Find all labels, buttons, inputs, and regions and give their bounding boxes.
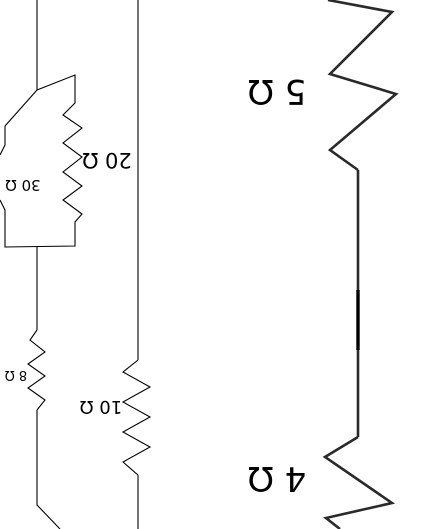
resistor-20-label: 20 Ω	[82, 148, 131, 172]
resistor-8-label: 8 Ω	[5, 367, 27, 382]
wire-left-bottom	[36, 410, 61, 529]
wire-parallel-left	[0, 126, 6, 156]
resistor-8-zigzag	[27, 329, 46, 411]
left-network: 20 Ω 30 Ω 8 Ω 10 Ω	[0, 0, 152, 529]
resistor-5-zigzag	[327, 0, 399, 172]
resistor-10-zigzag	[121, 359, 152, 476]
resistor-30-label: 30 Ω	[5, 176, 40, 194]
resistor-5-label: 5 Ω	[248, 71, 306, 111]
resistor-4-zigzag	[322, 435, 396, 529]
resistor-4-label: 4 Ω	[248, 458, 306, 498]
wire-parallel-block	[0, 74, 83, 248]
right-network: 5 Ω 4 Ω	[248, 0, 399, 529]
resistor-10-label: 10 Ω	[80, 396, 123, 417]
